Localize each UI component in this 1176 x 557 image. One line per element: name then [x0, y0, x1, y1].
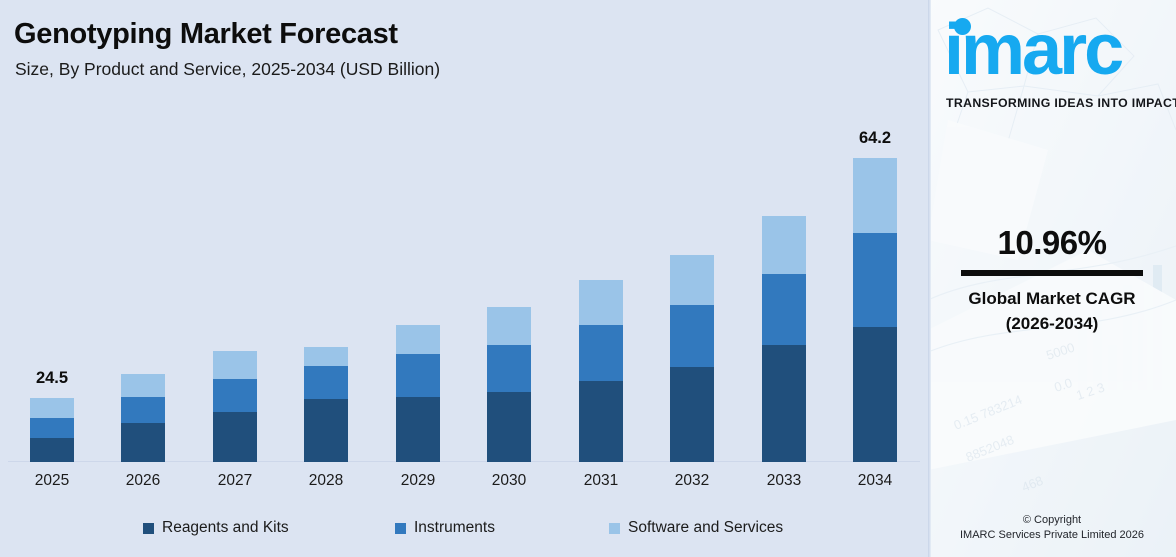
- bar-segment-dark-2026[interactable]: [121, 423, 165, 462]
- logo-dot-icon: [954, 18, 971, 35]
- chart-panel: Genotyping Market Forecast Size, By Prod…: [0, 18, 928, 541]
- bar-2028[interactable]: [304, 347, 348, 462]
- bar-segment-light-2028[interactable]: [304, 347, 348, 366]
- plot-area: 24.5 64.2: [8, 129, 920, 462]
- legend-label: Reagents and Kits: [162, 519, 289, 536]
- legend-label: Instruments: [414, 519, 495, 536]
- bar-segment-dark-2027[interactable]: [213, 412, 257, 462]
- bar-segment-mid-2030[interactable]: [487, 345, 531, 392]
- svg-text:0.0: 0.0: [1052, 375, 1074, 395]
- x-axis-label-2027: 2027: [217, 472, 253, 489]
- bar-segment-light-2027[interactable]: [213, 351, 257, 379]
- bar-segment-light-2033[interactable]: [762, 216, 806, 274]
- cagr-value: 10.96%: [997, 224, 1107, 261]
- bar-2029[interactable]: [396, 325, 440, 462]
- bar-segment-mid-2032[interactable]: [670, 305, 714, 367]
- cagr-divider: [961, 270, 1143, 276]
- cagr-label: Global Market CAGR: [968, 289, 1136, 308]
- bar-segment-dark-2030[interactable]: [487, 392, 531, 462]
- bar-segment-light-2034[interactable]: [853, 158, 897, 233]
- bar-segment-dark-2031[interactable]: [579, 381, 623, 462]
- cagr-period: (2026-2034): [1005, 314, 1099, 333]
- legend-swatch-icon: [143, 522, 154, 534]
- legend-label: Software and Services: [628, 519, 784, 536]
- page-subtitle: Size, By Product and Service, 2025-2034 …: [15, 59, 441, 79]
- copyright-notice: © Copyright IMARC Services Private Limit…: [928, 513, 1176, 543]
- bar-segment-mid-2028[interactable]: [304, 366, 348, 399]
- bar-segment-light-2025[interactable]: [30, 398, 74, 418]
- bar-segment-mid-2026[interactable]: [121, 397, 165, 423]
- brand-panel: 0.15 783214 8852048 468 5000 0.0 1 2 3 i…: [928, 0, 1176, 557]
- chart-legend: Reagents and Kits Instruments Software and…: [0, 519, 928, 541]
- legend-swatch-icon: [395, 522, 406, 534]
- page-title: Genotyping Market Forecast: [14, 18, 398, 50]
- legend-item-0[interactable]: Reagents and Kits: [143, 519, 289, 537]
- x-axis-label-2032: 2032: [674, 472, 710, 489]
- bar-2030[interactable]: [487, 307, 531, 462]
- bar-segment-light-2026[interactable]: [121, 374, 165, 397]
- bar-2033[interactable]: [762, 216, 806, 462]
- background-artwork-image: 0.15 783214 8852048 468 5000 0.0 1 2 3: [928, 0, 1176, 557]
- bar-segment-light-2029[interactable]: [396, 325, 440, 354]
- x-axis-label-2034: 2034: [857, 472, 893, 489]
- x-axis-label-2026: 2026: [125, 472, 161, 489]
- bar-segment-mid-2031[interactable]: [579, 325, 623, 381]
- bar-segment-dark-2033[interactable]: [762, 345, 806, 462]
- legend-swatch-icon: [609, 522, 620, 534]
- x-axis-label-2029: 2029: [400, 472, 436, 489]
- x-axis-label-2030: 2030: [491, 472, 527, 489]
- x-axis-labels: 2025 2026 2027 2028 2029 2030 2031 2032 2033 2034: [0, 472, 928, 496]
- bar-segment-mid-2034[interactable]: [853, 233, 897, 327]
- bar-2025[interactable]: 24.5: [30, 369, 74, 462]
- bar-segment-light-2031[interactable]: [579, 280, 623, 325]
- x-axis-label-2031: 2031: [583, 472, 619, 489]
- bar-segment-dark-2034[interactable]: [853, 327, 897, 462]
- bar-value-label-2025: 24.5: [35, 369, 69, 387]
- legend-item-2[interactable]: Software and Services: [609, 519, 783, 537]
- bar-segment-mid-2029[interactable]: [396, 354, 440, 397]
- bar-2027[interactable]: [213, 351, 257, 462]
- logo-tagline: TRANSFORMING IDEAS INTO IMPACT: [946, 96, 1176, 110]
- panel-divider: [928, 0, 931, 557]
- x-axis-line: [8, 461, 920, 462]
- bar-segment-mid-2027[interactable]: [213, 379, 257, 412]
- bar-2031[interactable]: [579, 280, 623, 462]
- logo-wordmark: imarc: [944, 10, 1124, 90]
- bar-segment-light-2032[interactable]: [670, 255, 714, 305]
- bar-2026[interactable]: [121, 374, 165, 462]
- legend-item-1[interactable]: Instruments: [395, 519, 495, 537]
- bar-value-label-2034: 64.2: [858, 129, 892, 147]
- x-axis-label-2033: 2033: [766, 472, 802, 489]
- x-axis-label-2028: 2028: [308, 472, 344, 489]
- bar-2034[interactable]: 64.2: [853, 129, 897, 462]
- bar-segment-mid-2025[interactable]: [30, 418, 74, 438]
- bar-segment-mid-2033[interactable]: [762, 274, 806, 345]
- bar-segment-light-2030[interactable]: [487, 307, 531, 345]
- copyright-line-1: © Copyright: [1022, 514, 1082, 526]
- imarc-logo: imarc TRANSFORMING IDEAS INTO IMPACT: [928, 8, 1176, 110]
- bar-segment-dark-2025[interactable]: [30, 438, 74, 462]
- copyright-line-2: IMARC Services Private Limited 2026: [959, 529, 1144, 541]
- bar-segment-dark-2029[interactable]: [396, 397, 440, 462]
- bar-segment-dark-2028[interactable]: [304, 399, 348, 462]
- bar-2032[interactable]: [670, 255, 714, 462]
- x-axis-label-2025: 2025: [34, 472, 70, 489]
- bar-segment-dark-2032[interactable]: [670, 367, 714, 462]
- cagr-block: 10.96% Global Market CAGR (2026-2034): [928, 224, 1176, 336]
